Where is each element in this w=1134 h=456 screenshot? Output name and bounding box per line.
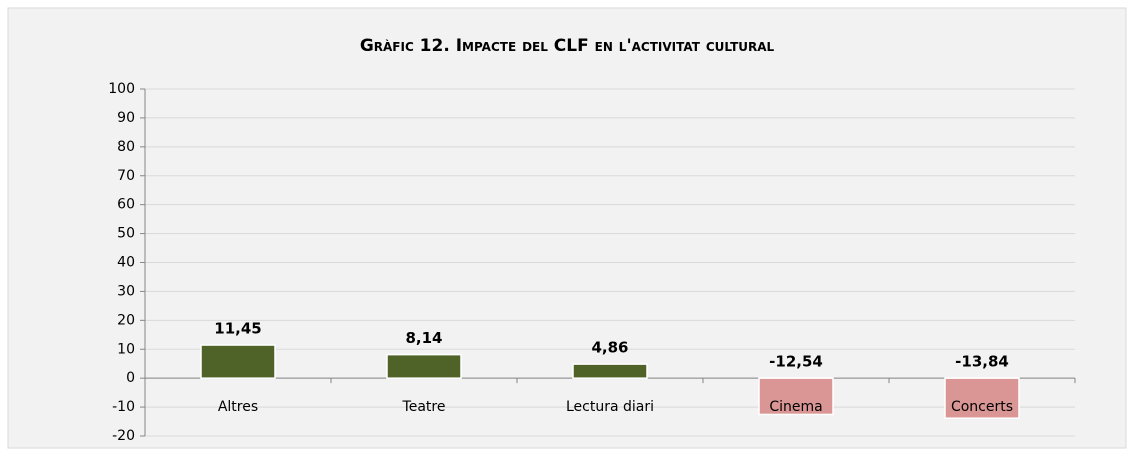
value-label: -13,84 (955, 353, 1009, 371)
x-tick-label: Altres (218, 399, 258, 415)
y-tick-label: 70 (117, 168, 135, 184)
y-tick-label: 10 (117, 341, 135, 357)
x-tick-label: Teatre (402, 399, 446, 415)
bar (200, 344, 276, 379)
value-label: 8,14 (405, 329, 442, 347)
y-tick-label: 60 (117, 197, 135, 213)
y-tick-label: 0 (126, 370, 135, 386)
y-tick-label: 40 (117, 255, 135, 271)
y-tick-label: -10 (112, 399, 135, 415)
chart-title: Gràfic 12. Impacte del CLF en l'activita… (360, 36, 775, 56)
bar (758, 377, 834, 416)
x-tick-label: Concerts (951, 399, 1013, 415)
y-tick-label: 100 (108, 81, 135, 97)
x-tick-label: Lectura diari (566, 399, 654, 415)
y-tick-label: 30 (117, 283, 135, 299)
bar (572, 363, 648, 379)
y-tick-label: 80 (117, 139, 135, 155)
bar (386, 353, 462, 379)
bar (944, 377, 1020, 419)
value-label: 4,86 (591, 339, 628, 357)
y-tick-label: 50 (117, 226, 135, 242)
y-tick-label: 20 (117, 312, 135, 328)
value-label: -12,54 (769, 353, 823, 371)
y-tick-label: -20 (112, 428, 135, 444)
x-tick-label: Cinema (769, 399, 822, 415)
y-tick-label: 90 (117, 110, 135, 126)
value-label: 11,45 (214, 320, 261, 338)
chart-background (7, 7, 1127, 449)
